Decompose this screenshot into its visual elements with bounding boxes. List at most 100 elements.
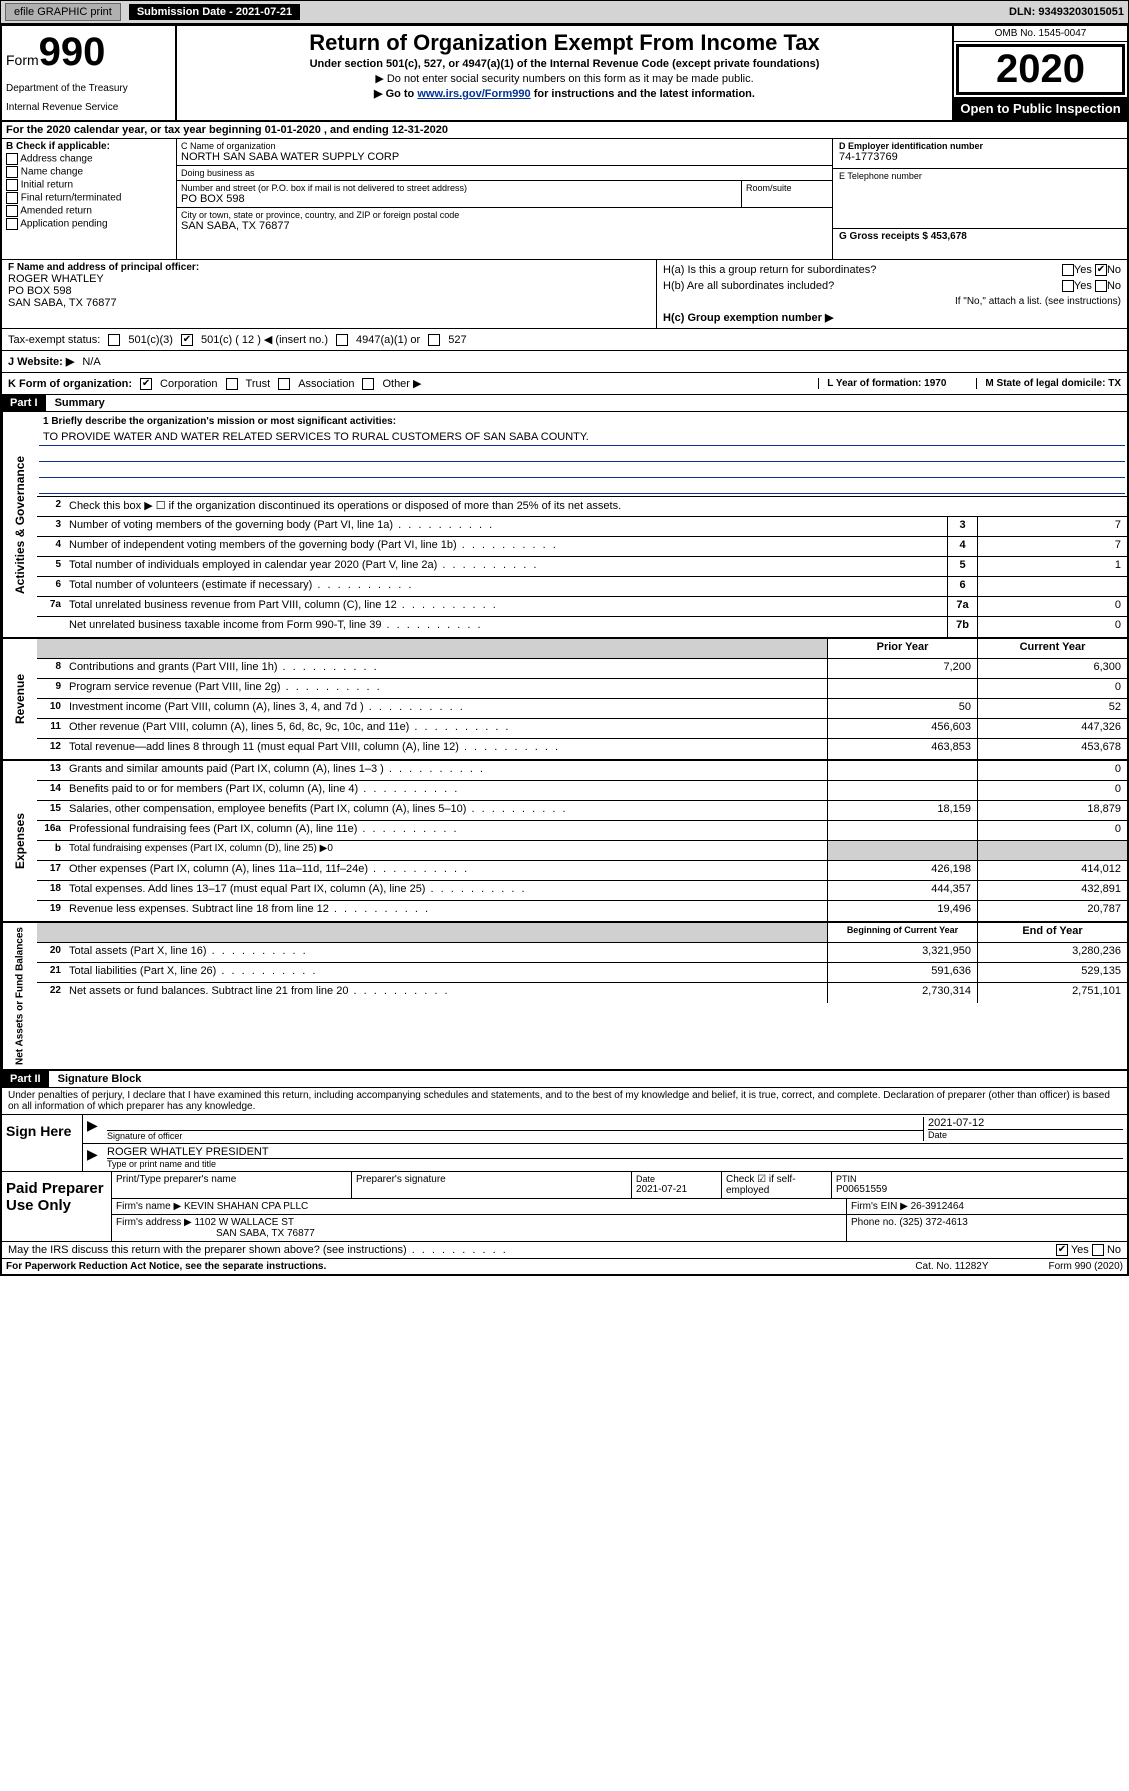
hb-note: If "No," attach a list. (see instruction… [663,294,1121,309]
header-title-block: Return of Organization Exempt From Incom… [177,26,952,120]
gross-receipts: G Gross receipts $ 453,678 [839,231,1121,242]
expense-line: bTotal fundraising expenses (Part IX, co… [37,841,1127,861]
revenue-line: 12Total revenue—add lines 8 through 11 (… [37,739,1127,759]
city-label: City or town, state or province, country… [181,210,828,220]
hb-yes[interactable] [1062,280,1074,292]
expense-line: 13Grants and similar amounts paid (Part … [37,761,1127,781]
hb-label: H(b) Are all subordinates included? [663,280,834,292]
side-netassets: Net Assets or Fund Balances [2,923,37,1069]
sign-here-label: Sign Here [2,1115,82,1171]
line2: 2 Check this box ▶ ☐ if the organization… [37,497,1127,517]
cb-other[interactable] [362,378,374,390]
cb-initial-return[interactable]: Initial return [6,179,172,191]
ha-label: H(a) Is this a group return for subordin… [663,264,876,276]
section-c: C Name of organization NORTH SAN SABA WA… [177,139,832,259]
org-name: NORTH SAN SABA WATER SUPPLY CORP [181,151,828,163]
mission-text: TO PROVIDE WATER AND WATER RELATED SERVI… [39,429,1125,446]
cb-501c3[interactable] [108,334,120,346]
netasset-line: 20Total assets (Part X, line 16)3,321,95… [37,943,1127,963]
dept-treasury: Department of the Treasury [6,83,171,94]
cb-address-change[interactable]: Address change [6,153,172,165]
expense-line: 18Total expenses. Add lines 13–17 (must … [37,881,1127,901]
ptin-value: P00651559 [836,1184,1123,1195]
expense-line: 14Benefits paid to or for members (Part … [37,781,1127,801]
section-b-label: B Check if applicable: [6,141,172,152]
firm-phone-label: Phone no. [851,1217,897,1228]
discuss-text: May the IRS discuss this return with the… [8,1244,508,1256]
cb-name-change[interactable]: Name change [6,166,172,178]
line2-text: Check this box ▶ ☐ if the organization d… [65,497,1127,516]
firm-addr1: 1102 W WALLACE ST [195,1217,294,1228]
side-expenses: Expenses [2,761,37,921]
irs-link[interactable]: www.irs.gov/Form990 [417,88,530,100]
section-f: F Name and address of principal officer:… [2,260,657,328]
cb-501c[interactable] [181,334,193,346]
cb-amended[interactable]: Amended return [6,205,172,217]
cb-527[interactable] [428,334,440,346]
expenses-section: Expenses 13Grants and similar amounts pa… [2,761,1127,923]
form-title: Return of Organization Exempt From Incom… [185,30,944,56]
preparer-sig-label: Preparer's signature [352,1172,632,1198]
firm-addr2: SAN SABA, TX 76877 [216,1228,315,1239]
tax-status-label: Tax-exempt status: [8,334,100,346]
cb-app-pending[interactable]: Application pending [6,218,172,230]
discuss-yes[interactable] [1056,1244,1068,1256]
perjury-text: Under penalties of perjury, I declare th… [2,1088,1127,1115]
part1-badge: Part I [2,395,46,411]
ha-yes[interactable] [1062,264,1074,276]
line1-label: 1 Briefly describe the organization's mi… [39,414,1125,429]
room-label: Room/suite [746,183,828,193]
part1-title: Summary [49,395,111,411]
self-employed-cb[interactable]: Check ☑ if self-employed [722,1172,832,1198]
form-990-number: 990 [39,30,106,74]
discuss-no[interactable] [1092,1244,1104,1256]
hb-no[interactable] [1095,280,1107,292]
firm-name: KEVIN SHAHAN CPA PLLC [184,1201,308,1212]
footer-form: Form 990 (2020) [1049,1261,1123,1272]
tax-year: 2020 [956,44,1125,95]
part1-header-row: Part I Summary [2,395,1127,412]
cb-corp[interactable] [140,378,152,390]
submission-date: Submission Date - 2021-07-21 [129,4,300,20]
gov-line: 5Total number of individuals employed in… [37,557,1127,577]
ha-no[interactable] [1095,264,1107,276]
netasset-line: 21Total liabilities (Part X, line 26)591… [37,963,1127,983]
mission-blank1 [39,446,1125,462]
netasset-line: 22Net assets or fund balances. Subtract … [37,983,1127,1003]
revenue-section: Revenue Prior Year Current Year 8Contrib… [2,639,1127,761]
officer-addr2: SAN SABA, TX 76877 [8,297,650,309]
cb-final-return[interactable]: Final return/terminated [6,192,172,204]
firm-name-label: Firm's name ▶ [116,1201,181,1212]
cb-trust[interactable] [226,378,238,390]
city-value: SAN SABA, TX 76877 [181,220,828,232]
hb-line: H(b) Are all subordinates included? Yes … [663,278,1121,294]
part2-title: Signature Block [52,1071,148,1087]
gov-line: 3Number of voting members of the governi… [37,517,1127,537]
mission-block: 1 Briefly describe the organization's mi… [37,412,1127,497]
efile-print-button[interactable]: efile GRAPHIC print [5,3,121,21]
paid-preparer-row: Paid Preparer Use Only Print/Type prepar… [2,1172,1127,1242]
cb-4947[interactable] [336,334,348,346]
cb-assoc[interactable] [278,378,290,390]
section-f-h: F Name and address of principal officer:… [2,260,1127,329]
entity-info-row: B Check if applicable: Address change Na… [2,139,1127,260]
firm-phone: (325) 372-4613 [899,1217,967,1228]
footer-cat: Cat. No. 11282Y [915,1261,988,1272]
footer-left: For Paperwork Reduction Act Notice, see … [6,1261,326,1272]
sig-officer-label: Signature of officer [107,1131,923,1141]
period-text: For the 2020 calendar year, or tax year … [6,124,448,136]
top-toolbar: efile GRAPHIC print Submission Date - 20… [0,0,1129,24]
k-row: K Form of organization: Corporation Trus… [2,373,1127,395]
netassets-section: Net Assets or Fund Balances Beginning of… [2,923,1127,1071]
sig-arrow2-icon: ▶ [87,1146,107,1169]
header-left: Form990 Department of the Treasury Inter… [2,26,177,120]
org-name-label: C Name of organization [181,141,828,151]
subtitle-1: Under section 501(c), 527, or 4947(a)(1)… [185,58,944,70]
goto-prefix: ▶ Go to [374,88,417,100]
section-h: H(a) Is this a group return for subordin… [657,260,1127,328]
dln-label: DLN: 93493203015051 [1009,6,1124,18]
addr-label: Number and street (or P.O. box if mail i… [181,183,737,193]
part2-header-row: Part II Signature Block [2,1071,1127,1088]
ptin-label: PTIN [836,1174,1123,1184]
netassets-header: Beginning of Current Year End of Year [37,923,1127,943]
